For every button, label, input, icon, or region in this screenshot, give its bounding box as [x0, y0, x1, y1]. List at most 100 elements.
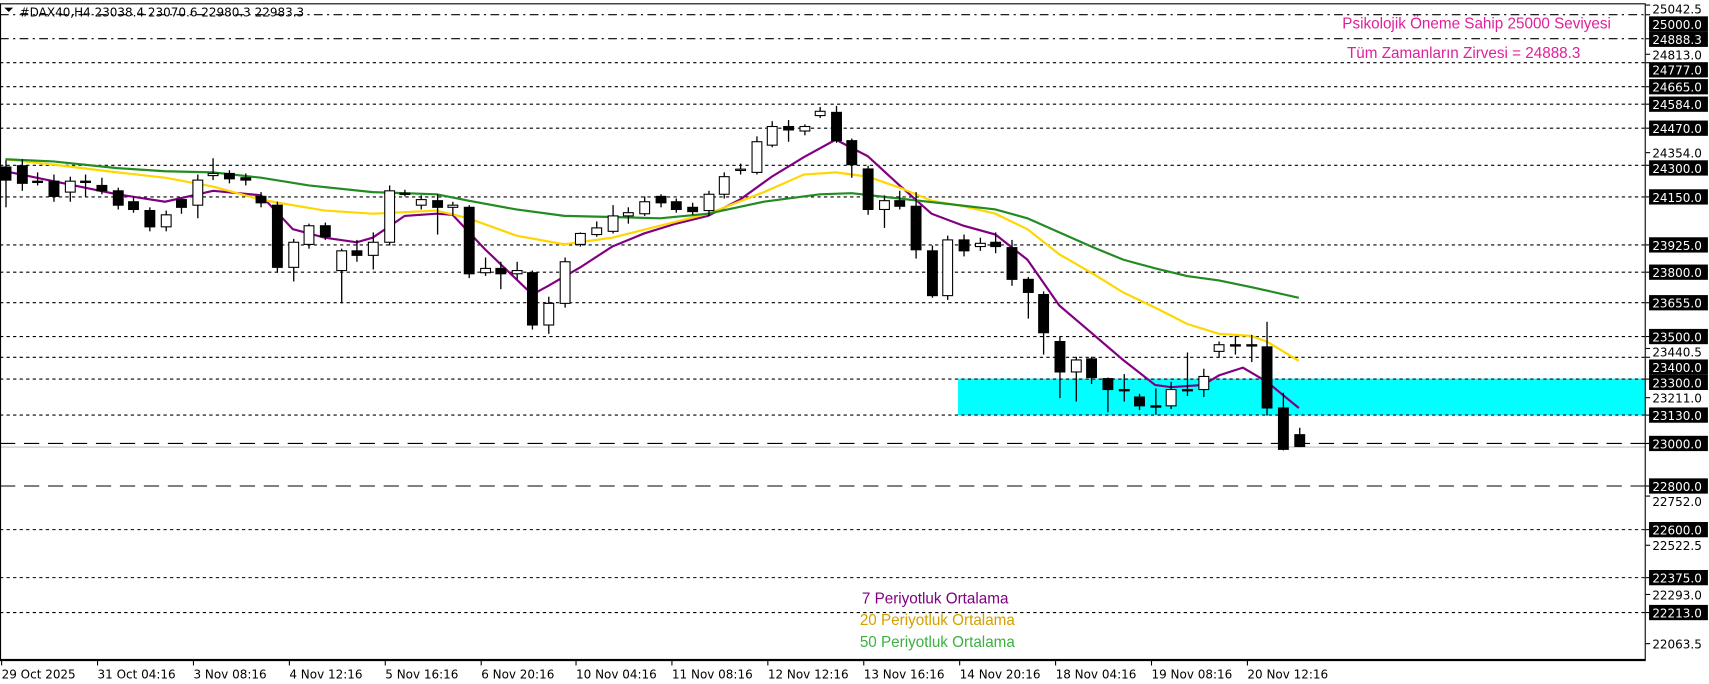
time-tick-label: 3 Nov 08:16: [193, 668, 266, 682]
candle: [255, 192, 267, 208]
legend-ma7: 7 Periyotluk Ortalama: [862, 590, 1009, 607]
level-label: 23400.0: [1652, 361, 1702, 375]
candle: [814, 107, 826, 118]
candle-body-bear: [1086, 358, 1098, 379]
price-tick-label: 23440.5: [1652, 346, 1702, 360]
candle: [1118, 374, 1130, 402]
level-label-bg: [1649, 328, 1708, 345]
level-label-bg: [1649, 604, 1708, 621]
time-tick-label: 5 Nov 16:16: [385, 668, 458, 682]
plot-frame: [0, 3, 1646, 660]
candle-body-bear: [1182, 388, 1193, 392]
price-tick-label: 24813.0: [1652, 48, 1702, 62]
triangle-down-icon[interactable]: [4, 7, 14, 12]
level-label: 22375.0: [1652, 572, 1702, 586]
level-label: 23500.0: [1652, 330, 1702, 344]
time-axis[interactable]: 29 Oct 2025 31 Oct 04:16 3 Nov 08:16 4 Nov …: [0, 660, 1646, 682]
candle: [687, 202, 699, 215]
candle: [1246, 334, 1258, 363]
candle-body-bull: [735, 168, 747, 172]
level-label-bg: [1649, 478, 1708, 494]
candle: [1006, 239, 1018, 286]
candle-body-bear: [1246, 344, 1258, 347]
candle: [16, 159, 28, 191]
level-label: 23800.0: [1652, 266, 1702, 280]
time-tick-label: 29 Oct 2025: [2, 668, 76, 682]
candle: [942, 235, 954, 300]
candle: [831, 105, 842, 143]
candle: [622, 207, 634, 224]
level-label-bg: [1649, 16, 1708, 32]
candle-body-bull: [367, 241, 379, 256]
candle: [319, 222, 331, 240]
candle-body-bull: [1070, 359, 1082, 373]
candle: [1165, 381, 1177, 410]
candle: [1134, 393, 1145, 411]
candle-body-bear: [144, 209, 156, 228]
candle-body-bear: [1229, 344, 1241, 347]
candle: [799, 124, 811, 136]
candle-body-bull: [559, 261, 571, 304]
candle: [480, 257, 492, 276]
candle: [862, 165, 874, 215]
candle-body-bull: [799, 125, 811, 132]
candle-body-bear: [271, 204, 283, 268]
header-close: 22983.3: [255, 5, 305, 19]
candle-body-bear: [432, 200, 444, 208]
candle-body-bear: [32, 180, 44, 184]
candle: [543, 296, 555, 334]
level-label: 24888.3: [1652, 33, 1702, 47]
level-label: 24150.0: [1652, 191, 1702, 205]
candle-body-bull: [814, 110, 826, 117]
support-zone-layer: [958, 378, 1646, 416]
candle: [1213, 341, 1225, 358]
candle-body-bear: [958, 239, 970, 252]
candle-body-bull: [1198, 375, 1210, 391]
candle-body-bear: [80, 180, 92, 184]
candle: [96, 177, 108, 195]
candle: [526, 270, 538, 330]
candle: [910, 192, 922, 259]
candle: [1150, 388, 1162, 415]
candle: [399, 189, 411, 197]
candle-body-bear: [1134, 396, 1145, 407]
level-label-bg: [1649, 31, 1708, 47]
candle: [974, 237, 986, 251]
time-tick-label: 11 Nov 08:16: [672, 668, 753, 682]
header-high: 23070.6: [148, 5, 198, 19]
level-label: 24665.0: [1652, 81, 1702, 95]
candle-body-bear: [894, 200, 906, 207]
candle-body-bear: [16, 165, 28, 184]
candle: [735, 163, 747, 175]
candle-body-bear: [351, 250, 363, 256]
level-label: 25000.0: [1652, 18, 1702, 32]
candle: [495, 261, 507, 290]
horizontal-levels-layer: [0, 14, 1646, 614]
candle-body-bull: [207, 172, 219, 177]
candle-body-bull: [766, 125, 778, 146]
level-label-bg: [1649, 359, 1708, 375]
level-label: 22600.0: [1652, 524, 1702, 538]
candle: [144, 207, 156, 232]
level-label-bg: [1649, 407, 1708, 423]
candle-body-bull: [974, 242, 986, 248]
candle-body-bull: [480, 267, 492, 274]
ma50-line: [5, 158, 1300, 299]
candle-body-bear: [1022, 278, 1034, 293]
candle-body-bear: [240, 177, 252, 181]
candle: [879, 195, 890, 228]
candle-body-bear: [926, 250, 938, 297]
candle-body-bull: [718, 176, 730, 195]
level-label-bg: [1649, 120, 1708, 136]
candle: [1182, 352, 1193, 396]
price-tick-label: 22752.0: [1652, 495, 1702, 509]
candle-body-bull: [64, 180, 76, 193]
price-tick-label: 22293.0: [1652, 588, 1702, 602]
candle: [607, 205, 619, 234]
candle: [303, 223, 315, 249]
candle: [655, 194, 667, 208]
candle: [1261, 321, 1273, 416]
candle: [718, 172, 730, 199]
